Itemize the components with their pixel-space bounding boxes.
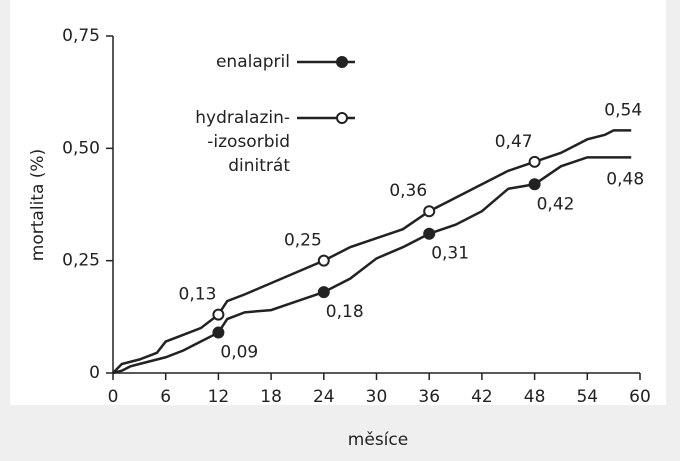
x-axis-label: měsíce [348,430,408,450]
x-tick-label: 18 [260,387,282,407]
legend-marker [336,56,348,68]
marker [212,308,225,321]
marker [212,326,225,339]
y-tick-label: 0,25 [62,251,100,271]
marker [317,286,330,299]
y-tick-label: 0,75 [62,26,100,46]
x-tick-label: 60 [629,387,651,407]
x-tick-label: 30 [366,387,388,407]
y-tick-label: 0,50 [62,138,100,158]
data-label: 0,18 [326,302,364,322]
x-tick-label: 48 [524,387,546,407]
marker [528,178,541,191]
x-tick-label: 36 [418,387,440,407]
marker [423,227,436,240]
legend-marker [336,112,348,124]
data-label: 0,47 [495,132,533,152]
data-label: 0,54 [604,100,642,120]
data-label: 0,36 [389,181,427,201]
data-label: 0,31 [431,244,469,264]
data-label: 0,09 [220,343,258,363]
legend-label: hydralazin--izosorbid dinitrát [195,108,290,176]
x-tick-label: 6 [160,387,171,407]
x-tick-label: 24 [313,387,335,407]
data-label: 0,13 [179,285,217,305]
legend-label: enalapril [216,52,290,72]
x-tick-label: 54 [576,387,598,407]
marker [317,254,330,267]
y-tick-label: 0 [89,363,100,383]
y-axis-label: mortalita (%) [28,149,48,261]
data-label: 0,25 [284,231,322,251]
data-label: 0,48 [606,169,644,189]
marker [528,155,541,168]
marker [423,205,436,218]
x-tick-label: 42 [471,387,493,407]
x-tick-label: 12 [208,387,230,407]
plot-background [10,0,666,405]
data-label: 0,42 [537,194,575,214]
x-tick-label: 0 [108,387,119,407]
